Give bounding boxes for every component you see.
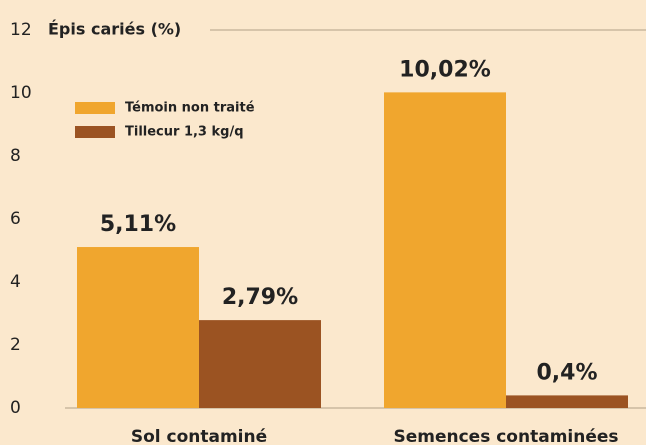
legend-swatch <box>75 126 115 138</box>
bar <box>384 92 506 409</box>
y-tick-label: 2 <box>10 335 21 355</box>
legend-swatch <box>75 102 115 114</box>
bar <box>77 247 199 408</box>
x-tick-label: Semences contaminées <box>393 427 618 445</box>
value-label: 0,4% <box>536 360 597 385</box>
bar <box>506 395 628 408</box>
y-tick-label: 12 <box>10 20 32 40</box>
bar <box>199 320 321 408</box>
legend-label: Témoin non traité <box>125 101 255 116</box>
y-tick-label: 8 <box>10 146 21 166</box>
value-label: 10,02% <box>399 57 491 82</box>
y-tick-label: 0 <box>10 398 21 418</box>
y-tick-label: 6 <box>10 209 21 229</box>
y-tick-label: 10 <box>10 83 32 103</box>
legend-label: Tillecur 1,3 kg/q <box>125 125 244 140</box>
x-tick-label: Sol contaminé <box>131 427 267 445</box>
chart-title: Épis cariés (%) <box>48 20 181 39</box>
value-label: 2,79% <box>222 285 298 310</box>
value-label: 5,11% <box>100 212 176 237</box>
y-tick-label: 4 <box>10 272 21 292</box>
